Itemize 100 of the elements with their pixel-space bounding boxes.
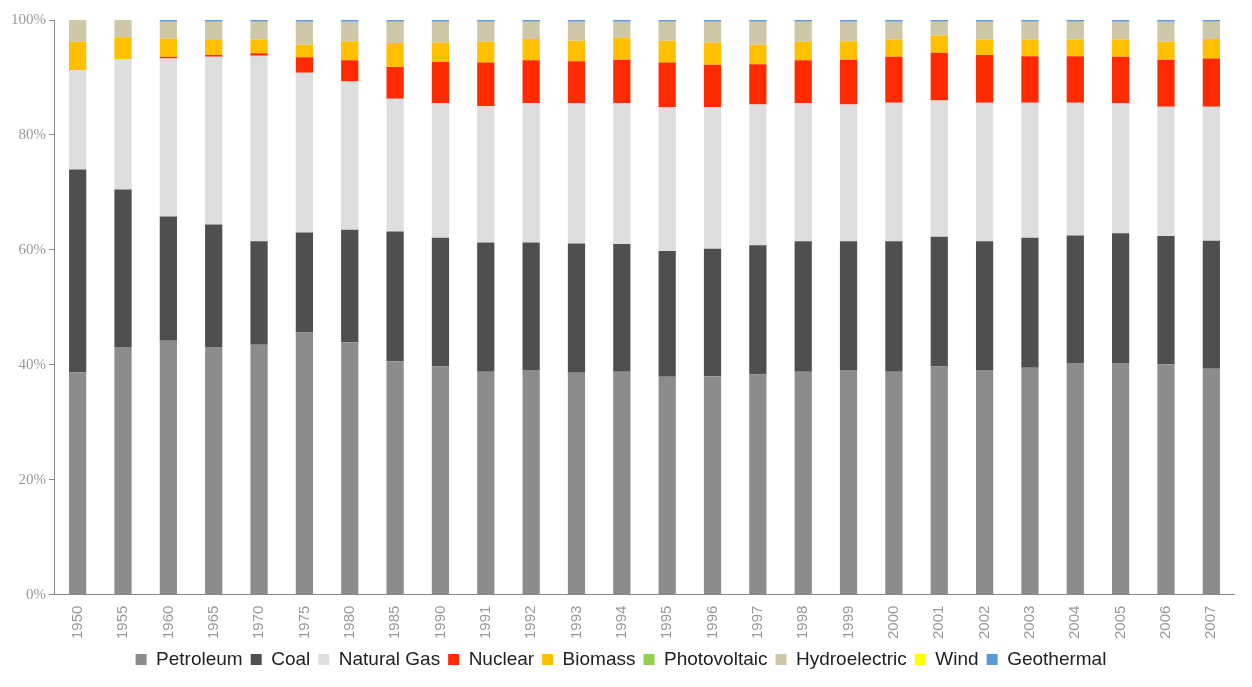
x-tick-label: 1950 bbox=[67, 605, 85, 640]
legend-label: Photovoltaic bbox=[663, 647, 768, 669]
bar bbox=[1112, 39, 1130, 57]
bar bbox=[250, 241, 268, 345]
bar bbox=[250, 55, 268, 242]
bar bbox=[250, 21, 268, 40]
bar bbox=[341, 81, 359, 230]
bar bbox=[567, 21, 586, 41]
bar bbox=[975, 55, 994, 103]
bar bbox=[386, 98, 404, 232]
bar bbox=[839, 104, 858, 242]
bar bbox=[567, 103, 586, 244]
bar bbox=[658, 21, 676, 41]
bar bbox=[295, 232, 314, 333]
bar bbox=[794, 103, 812, 242]
bar bbox=[477, 106, 495, 243]
x-tick-label: 1991 bbox=[475, 605, 493, 640]
bar bbox=[205, 224, 223, 347]
bar bbox=[114, 189, 132, 347]
x-tick-label: 1960 bbox=[158, 605, 176, 640]
bar bbox=[794, 41, 812, 61]
bar bbox=[703, 248, 722, 377]
legend-label: Natural Gas bbox=[338, 647, 441, 669]
bar bbox=[1066, 235, 1084, 364]
bar bbox=[658, 107, 676, 251]
x-tick-label: 1970 bbox=[249, 605, 267, 640]
legend-label: Biomass bbox=[562, 647, 636, 669]
bar bbox=[1157, 236, 1175, 365]
x-tick-label: 2003 bbox=[1020, 605, 1038, 640]
bar bbox=[1066, 102, 1084, 236]
bar bbox=[613, 21, 631, 38]
bar bbox=[1066, 39, 1084, 57]
bar bbox=[930, 236, 948, 367]
bar bbox=[431, 237, 450, 367]
x-tick-label: 1999 bbox=[838, 605, 856, 640]
legend-label: Wind bbox=[935, 647, 979, 669]
x-tick-label: 1990 bbox=[430, 605, 448, 640]
bar bbox=[567, 40, 586, 62]
bar bbox=[69, 69, 87, 170]
y-tick-label: 80% bbox=[18, 125, 46, 142]
bar bbox=[658, 251, 676, 377]
x-tick-label: 2000 bbox=[884, 605, 902, 640]
bar bbox=[975, 241, 994, 370]
bar bbox=[885, 56, 903, 103]
bar bbox=[930, 35, 948, 53]
x-tick-label: 2006 bbox=[1156, 605, 1174, 640]
legend-label: Hydroelectric bbox=[795, 647, 907, 669]
bar bbox=[1066, 21, 1084, 40]
x-tick-label: 1993 bbox=[566, 605, 584, 640]
bar bbox=[431, 103, 450, 238]
bar bbox=[341, 41, 359, 61]
bar bbox=[1157, 59, 1175, 107]
bar bbox=[658, 62, 676, 108]
legend-label: Nuclear bbox=[468, 647, 535, 669]
bar bbox=[749, 44, 767, 65]
bar bbox=[295, 57, 314, 73]
bar bbox=[250, 53, 268, 56]
bar bbox=[885, 102, 903, 242]
bar bbox=[749, 245, 767, 375]
bar bbox=[885, 241, 903, 372]
x-tick-label: 1985 bbox=[385, 605, 403, 640]
bar bbox=[975, 39, 994, 56]
x-tick-label: 1995 bbox=[657, 605, 675, 640]
bar bbox=[522, 103, 540, 243]
bar bbox=[839, 41, 858, 60]
bar bbox=[1112, 103, 1130, 234]
x-tick-label: 2004 bbox=[1065, 605, 1083, 640]
y-tick-label: 100% bbox=[11, 10, 46, 27]
y-tick-label: 0% bbox=[26, 585, 46, 602]
x-tick-label: 2002 bbox=[974, 605, 992, 640]
y-tick-label: 40% bbox=[18, 355, 46, 372]
bar bbox=[613, 59, 631, 104]
bar bbox=[522, 242, 540, 370]
bar bbox=[1202, 58, 1220, 107]
bar bbox=[1112, 56, 1130, 104]
x-tick-label: 1975 bbox=[294, 605, 312, 640]
bar bbox=[114, 59, 132, 190]
bar bbox=[930, 21, 948, 36]
bar bbox=[386, 21, 404, 43]
x-tick-label: 2001 bbox=[929, 605, 947, 640]
bar bbox=[386, 67, 404, 99]
bar bbox=[1021, 102, 1039, 238]
legend-label: Petroleum bbox=[156, 647, 243, 669]
bar bbox=[159, 38, 177, 57]
bar bbox=[613, 244, 631, 372]
x-tick-label: 2007 bbox=[1201, 605, 1219, 640]
bar bbox=[522, 38, 540, 61]
bar bbox=[1202, 240, 1220, 369]
bar bbox=[205, 21, 223, 41]
bar bbox=[703, 42, 722, 65]
bar bbox=[703, 21, 722, 43]
bar bbox=[749, 21, 767, 45]
bar bbox=[1066, 56, 1084, 103]
bar bbox=[930, 100, 948, 237]
bar bbox=[975, 21, 994, 40]
bar bbox=[1112, 233, 1130, 364]
bar bbox=[1202, 106, 1220, 241]
x-tick-label: 1997 bbox=[748, 605, 765, 640]
bar bbox=[839, 241, 858, 370]
bar bbox=[839, 21, 858, 42]
